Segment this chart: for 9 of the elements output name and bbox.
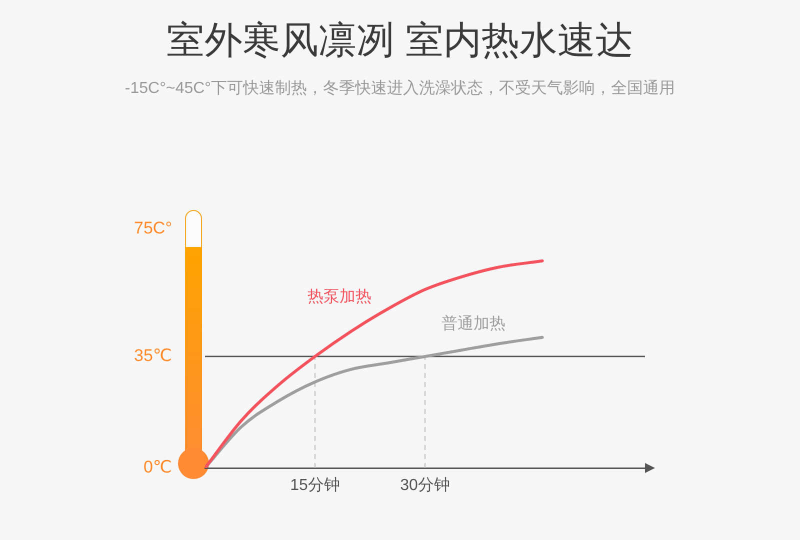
chart-title: 室外寒风凛冽 室内热水速达 xyxy=(166,19,634,64)
series-label: 热泵加热 xyxy=(308,287,372,306)
x-tick-label: 30分钟 xyxy=(400,477,450,494)
y-tick-label: 75C° xyxy=(134,218,172,238)
y-tick-label: 0℃ xyxy=(143,458,172,477)
series-label: 普通加热 xyxy=(442,314,506,332)
x-tick-label: 15分钟 xyxy=(290,477,340,494)
chart-subtitle: -15C°~45C°下可快速制热，冬季快速进入洗澡状态，不受天气影响，全国通用 xyxy=(124,78,676,99)
y-tick-label: 35℃ xyxy=(134,346,172,366)
